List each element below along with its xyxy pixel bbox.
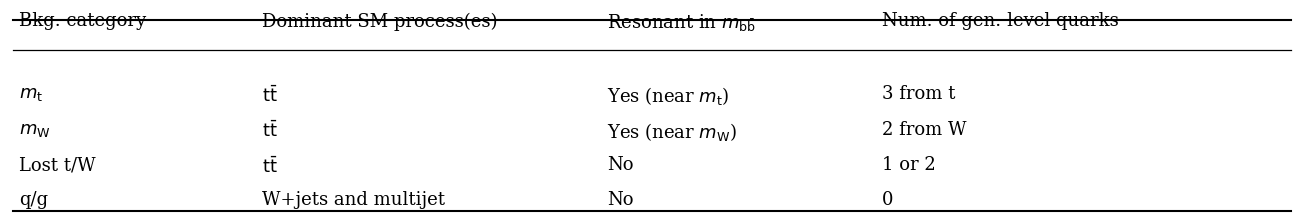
Text: q/g: q/g bbox=[20, 192, 48, 210]
Text: 0: 0 bbox=[882, 192, 893, 210]
Text: No: No bbox=[608, 156, 634, 174]
Text: $\mathrm{t\bar{t}}$: $\mathrm{t\bar{t}}$ bbox=[262, 156, 278, 177]
Text: $\mathrm{t\bar{t}}$: $\mathrm{t\bar{t}}$ bbox=[262, 85, 278, 106]
Text: Num. of gen.-level quarks: Num. of gen.-level quarks bbox=[882, 12, 1119, 30]
Text: Lost t/W: Lost t/W bbox=[20, 156, 96, 174]
Text: 1 or 2: 1 or 2 bbox=[882, 156, 936, 174]
Text: Resonant in $m_{\mathrm{b\bar{b}}}$: Resonant in $m_{\mathrm{b\bar{b}}}$ bbox=[608, 12, 756, 33]
Text: $m_{\mathrm{W}}$: $m_{\mathrm{W}}$ bbox=[20, 121, 51, 139]
Text: 3 from t: 3 from t bbox=[882, 85, 956, 103]
Text: Yes (near $m_{\mathrm{t}}$): Yes (near $m_{\mathrm{t}}$) bbox=[608, 85, 730, 107]
Text: No: No bbox=[608, 192, 634, 210]
Text: W+jets and multijet: W+jets and multijet bbox=[262, 192, 445, 210]
Text: Dominant SM process(es): Dominant SM process(es) bbox=[262, 12, 498, 31]
Text: Yes (near $m_{\mathrm{W}}$): Yes (near $m_{\mathrm{W}}$) bbox=[608, 121, 737, 143]
Text: $m_{\mathrm{t}}$: $m_{\mathrm{t}}$ bbox=[20, 85, 43, 103]
Text: Bkg. category: Bkg. category bbox=[20, 12, 146, 30]
Text: $\mathrm{t\bar{t}}$: $\mathrm{t\bar{t}}$ bbox=[262, 121, 278, 141]
Text: 2 from W: 2 from W bbox=[882, 121, 966, 139]
